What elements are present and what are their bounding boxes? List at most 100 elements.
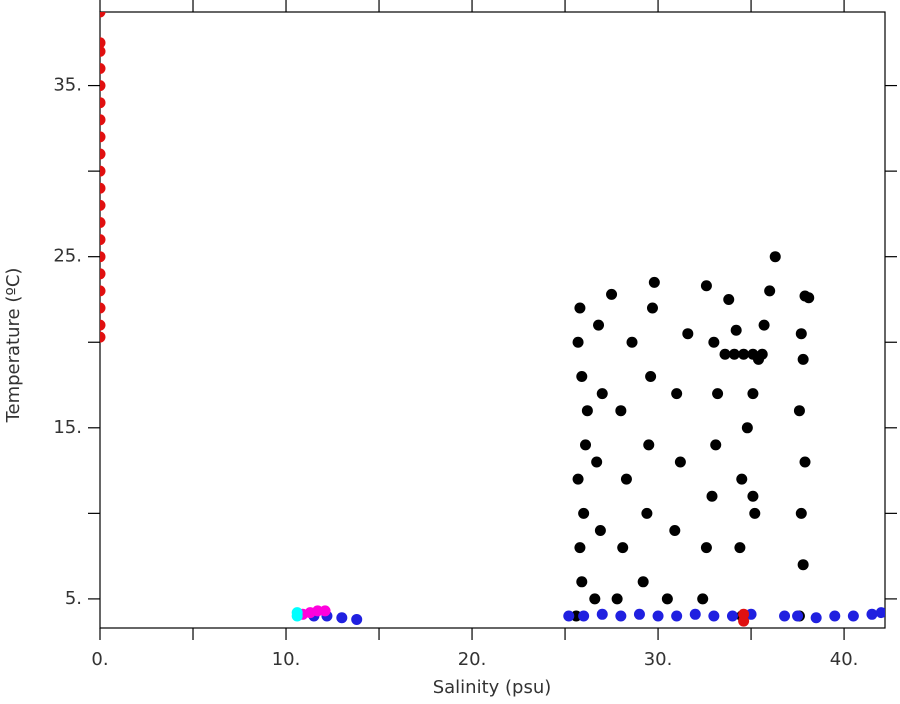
point: [734, 542, 746, 554]
point: [581, 405, 593, 417]
point: [747, 388, 759, 400]
x-tick-label: 0.: [91, 649, 108, 670]
x-tick-label: 20.: [458, 649, 487, 670]
point: [580, 439, 592, 451]
point: [708, 336, 720, 348]
point: [769, 251, 781, 263]
point: [738, 608, 750, 620]
point: [738, 348, 750, 360]
point: [100, 182, 106, 194]
point: [646, 302, 658, 314]
point: [611, 593, 623, 605]
point: [671, 610, 683, 622]
point: [617, 542, 629, 554]
point: [866, 608, 878, 620]
point: [100, 331, 106, 343]
point: [728, 348, 740, 360]
point: [606, 288, 618, 300]
point: [643, 439, 655, 451]
point: [100, 12, 106, 18]
point: [779, 610, 791, 622]
point: [829, 610, 841, 622]
point: [810, 612, 822, 624]
point: [591, 456, 603, 468]
point: [708, 610, 720, 622]
point: [100, 234, 106, 246]
point: [291, 607, 303, 619]
point: [100, 251, 106, 263]
point: [100, 114, 106, 126]
x-tick-label: 10.: [272, 649, 301, 670]
point: [620, 473, 632, 485]
point: [793, 405, 805, 417]
point: [674, 456, 686, 468]
point: [576, 370, 588, 382]
point: [100, 148, 106, 160]
point: [100, 302, 106, 314]
y-tick-label: 5.: [65, 588, 82, 609]
point: [578, 610, 590, 622]
point: [641, 507, 653, 519]
point: [795, 507, 807, 519]
point: [669, 524, 681, 536]
x-tick-label: 40.: [830, 649, 859, 670]
point: [795, 328, 807, 340]
point: [758, 319, 770, 331]
point: [594, 524, 606, 536]
point: [764, 285, 776, 297]
point: [661, 593, 673, 605]
point: [712, 388, 724, 400]
point: [847, 610, 859, 622]
point: [626, 336, 638, 348]
point: [645, 370, 657, 382]
x-tick-label: 30.: [644, 649, 673, 670]
point: [563, 610, 575, 622]
point: [689, 608, 701, 620]
point: [726, 610, 738, 622]
point: [652, 610, 664, 622]
point: [589, 593, 601, 605]
point: [100, 97, 106, 109]
point: [710, 439, 722, 451]
point: [753, 353, 765, 365]
point: [100, 268, 106, 280]
point: [336, 612, 348, 624]
point: [100, 165, 106, 177]
point: [615, 610, 627, 622]
point: [741, 422, 753, 434]
point: [572, 473, 584, 485]
point: [572, 336, 584, 348]
point: [637, 576, 649, 588]
point: [706, 490, 718, 502]
point: [319, 605, 331, 617]
point: [100, 131, 106, 143]
point: [700, 280, 712, 292]
point: [803, 292, 815, 304]
point: [792, 610, 804, 622]
point: [574, 302, 586, 314]
point: [100, 285, 106, 297]
point: [615, 405, 627, 417]
point: [697, 593, 709, 605]
point: [749, 507, 761, 519]
points: [100, 12, 885, 627]
y-tick-label: 35.: [53, 75, 82, 96]
y-tick-label: 15.: [53, 417, 82, 438]
point: [648, 276, 660, 288]
point: [100, 199, 106, 211]
point: [100, 319, 106, 331]
point: [593, 319, 605, 331]
point: [747, 490, 759, 502]
point: [723, 293, 735, 305]
point: [596, 608, 608, 620]
point: [100, 37, 106, 49]
point: [736, 473, 748, 485]
point: [633, 608, 645, 620]
point: [671, 388, 683, 400]
point: [578, 507, 590, 519]
point: [576, 576, 588, 588]
point: [596, 388, 608, 400]
point: [574, 542, 586, 554]
point: [100, 80, 106, 92]
